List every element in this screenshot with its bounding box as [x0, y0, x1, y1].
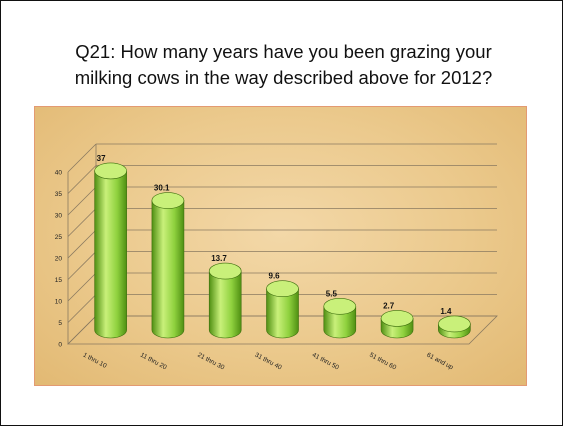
y-tick-label: 20 — [55, 256, 63, 263]
y-tick-label: 25 — [55, 234, 63, 241]
data-label: 9.6 — [269, 272, 281, 281]
bar-body — [323, 306, 357, 339]
bar — [380, 310, 414, 339]
gridline-depth — [67, 143, 97, 173]
y-tick-label: 40 — [55, 170, 63, 177]
floor-outline — [67, 315, 498, 345]
data-label: 13.7 — [211, 254, 227, 263]
bar — [323, 298, 357, 339]
slide-title: Q21: How many years have you been grazin… — [21, 39, 546, 91]
x-tick-label: 51 thru 60 — [368, 352, 397, 372]
data-label: 37 — [97, 154, 106, 163]
bar — [266, 280, 299, 339]
data-label: 30.1 — [154, 184, 170, 193]
data-label: 2.7 — [383, 301, 395, 310]
x-tick-label: 1 thru 10 — [82, 352, 108, 370]
bar-top — [151, 192, 185, 209]
gridline-depth — [67, 294, 97, 323]
bar-top — [208, 262, 242, 280]
x-tick-label: 31 thru 40 — [254, 352, 283, 372]
gridline-depth — [67, 229, 97, 259]
bar — [94, 162, 127, 339]
data-label: 1.4 — [440, 307, 452, 316]
gridline-depth — [67, 272, 97, 302]
y-tick-label: 35 — [55, 191, 63, 198]
bar-top — [266, 280, 299, 298]
bar-body — [151, 200, 185, 339]
bar-body — [266, 288, 299, 339]
data-label: 5.5 — [326, 289, 338, 298]
bar-top — [94, 162, 127, 180]
y-tick-label: 0 — [58, 342, 62, 349]
chart-panel: 0 5 10 15 20 25 30 35 40 37 1 thru 10 30.1 11 thru 2… — [34, 106, 527, 386]
bar-chart: 0 5 10 15 20 25 30 35 40 37 1 thru 10 30.1 11 thru 2… — [55, 143, 498, 372]
bar-body — [208, 270, 242, 339]
gridline-depth — [67, 165, 97, 194]
y-tick-label: 15 — [55, 277, 63, 284]
x-tick-label: 41 thru 50 — [311, 352, 340, 372]
y-tick-label: 5 — [58, 320, 62, 327]
gridline-depth — [67, 186, 97, 216]
bar — [438, 315, 471, 339]
x-tick-label: 21 thru 30 — [196, 352, 225, 372]
bar-top — [380, 310, 414, 327]
bar-body — [94, 170, 127, 339]
slide-title-line-1: Q21: How many years have you been grazin… — [75, 41, 492, 62]
gridline-depth — [67, 251, 97, 280]
x-tick-label: 11 thru 20 — [139, 352, 168, 372]
bar-top — [438, 315, 471, 333]
bar — [208, 262, 242, 339]
bar — [151, 192, 185, 339]
y-tick-label: 10 — [55, 299, 63, 306]
bar-top — [323, 298, 357, 315]
slide-title-line-2: milking cows in the way described above … — [74, 67, 493, 88]
x-tick-label: 61 and up — [425, 352, 454, 372]
gridline-depth — [67, 208, 97, 237]
y-tick-label: 30 — [55, 213, 63, 220]
